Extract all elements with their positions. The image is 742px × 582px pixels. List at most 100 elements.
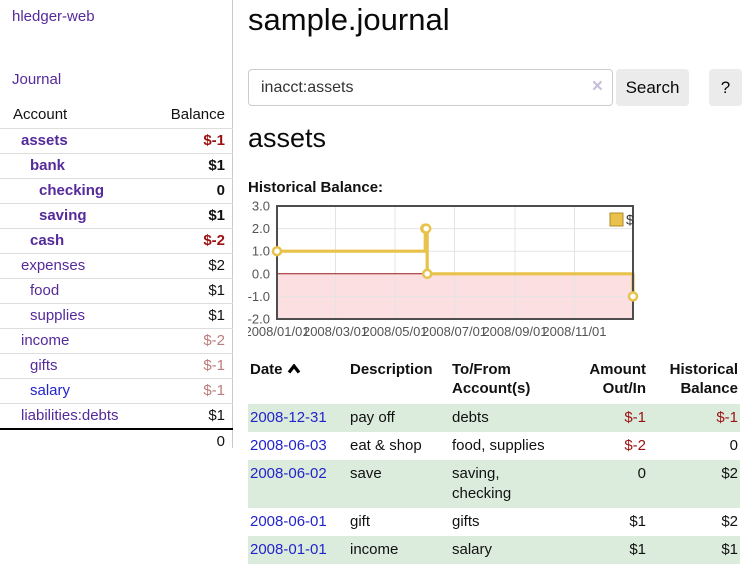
main-content: sample.journal × Search ? assets Histori… <box>244 0 742 582</box>
sidebar-account-link-supplies[interactable]: supplies <box>30 307 86 324</box>
transaction-date-link[interactable]: 2008-06-02 <box>250 465 327 482</box>
search-group: × <box>248 69 613 106</box>
account-balance: $1 <box>208 307 225 324</box>
search-input[interactable] <box>248 69 613 106</box>
accounts-total-spacer <box>0 429 140 454</box>
transaction-amount: $-1 <box>624 409 646 426</box>
accounts-total-row: 0 <box>0 429 233 454</box>
clear-search-icon[interactable]: × <box>591 76 603 97</box>
svg-text:0.0: 0.0 <box>252 266 270 281</box>
transaction-balance: $2 <box>721 513 738 530</box>
sidebar-account-link-checking[interactable]: checking <box>39 182 105 199</box>
svg-text:2008/01/01: 2008/01/01 <box>248 324 310 339</box>
register-header-row: Date Description To/From Account(s) Amou… <box>248 358 740 404</box>
transaction-balance: $-1 <box>716 409 738 426</box>
register-header-date[interactable]: Date <box>248 358 348 404</box>
search-row: × Search ? <box>248 69 742 106</box>
search-button[interactable]: Search <box>616 69 689 106</box>
account-balance: $1 <box>208 407 225 424</box>
register-header-balance: Historical Balance <box>669 361 738 397</box>
accounts-table: Account Balance assets $-1 bank $1 checking 0… <box>0 102 233 454</box>
transaction-date-link[interactable]: 2008-06-01 <box>250 513 327 530</box>
transaction-amount: 0 <box>637 465 646 482</box>
account-balance: $1 <box>208 157 225 174</box>
account-row: salary $-1 <box>0 379 233 404</box>
svg-text:1.0: 1.0 <box>252 244 270 259</box>
transaction-date-link[interactable]: 2008-12-31 <box>250 409 327 426</box>
sidebar-account-link-gifts[interactable]: gifts <box>30 357 58 374</box>
register-row: 2008-06-01 gift gifts $1 $2 <box>248 508 740 536</box>
account-balance: 0 <box>216 182 225 199</box>
account-balance: $-1 <box>203 382 225 399</box>
svg-text:2008/03/01: 2008/03/01 <box>303 324 368 339</box>
transaction-balance: $2 <box>721 465 738 482</box>
transaction-description: pay off <box>350 409 395 426</box>
account-row: supplies $1 <box>0 304 233 329</box>
chart-title: Historical Balance: <box>248 179 384 196</box>
account-balance: $-1 <box>203 132 225 149</box>
register-row: 2008-01-01 income salary $1 $1 <box>248 536 740 564</box>
register-header-accounts: To/From Account(s) <box>452 361 531 397</box>
transaction-date-link[interactable]: 2008-01-01 <box>250 541 327 558</box>
transaction-accounts: salary <box>452 541 493 558</box>
svg-text:3.0: 3.0 <box>252 200 270 214</box>
account-row: expenses $2 <box>0 254 233 279</box>
sidebar-account-link-cash[interactable]: cash <box>30 232 65 249</box>
transaction-amount: $-2 <box>624 437 646 454</box>
account-balance: $2 <box>208 257 225 274</box>
svg-text:$: $ <box>626 212 634 228</box>
account-row: income $-2 <box>0 329 233 354</box>
accounts-header-balance: Balance <box>170 106 225 123</box>
transaction-description: income <box>350 541 399 558</box>
account-row: gifts $-1 <box>0 354 233 379</box>
transaction-accounts: gifts <box>452 513 480 530</box>
svg-text:2008/11/01: 2008/11/01 <box>542 324 606 339</box>
svg-text:-1.0: -1.0 <box>248 289 270 304</box>
page-title: sample.journal <box>248 2 450 37</box>
transaction-date-link[interactable]: 2008-06-03 <box>250 437 327 454</box>
svg-text:2.0: 2.0 <box>252 221 270 236</box>
transaction-balance: $1 <box>721 541 738 558</box>
sidebar-item-journal[interactable]: Journal <box>12 71 62 88</box>
sidebar-account-link-salary[interactable]: salary <box>30 382 71 399</box>
register-row: 2008-06-02 save saving, checking 0 $2 <box>248 460 740 508</box>
svg-text:2008/07/01: 2008/07/01 <box>422 324 487 339</box>
account-balance: $1 <box>208 207 225 224</box>
sort-ascending-icon <box>287 360 301 379</box>
transaction-accounts: debts <box>452 409 489 426</box>
accounts-total-value: 0 <box>216 433 225 450</box>
account-row: food $1 <box>0 279 233 304</box>
transaction-amount: $1 <box>629 541 646 558</box>
register-row: 2008-12-31 pay off debts $-1 $-1 <box>248 404 740 432</box>
svg-text:2008/05/01: 2008/05/01 <box>362 324 427 339</box>
sidebar-account-link-liabilities-debts[interactable]: liabilities:debts <box>21 407 119 424</box>
account-row: cash $-2 <box>0 229 233 254</box>
account-balance: $-2 <box>203 232 225 249</box>
accounts-header-account: Account <box>13 106 68 123</box>
account-row: liabilities:debts $1 <box>0 404 233 429</box>
transaction-accounts: food, supplies <box>452 437 545 454</box>
account-balance: $1 <box>208 282 225 299</box>
transaction-balance: 0 <box>729 437 738 454</box>
sidebar-account-link-income[interactable]: income <box>21 332 70 349</box>
historical-balance-chart: 3.0 2.0 1.0 0.0 -1.0 -2.0 2008/01/01 2008/03/01… <box>244 199 742 345</box>
account-balance: $-1 <box>203 357 225 374</box>
sidebar-account-link-saving[interactable]: saving <box>39 207 87 224</box>
help-button[interactable]: ? <box>709 69 742 106</box>
sidebar-account-link-food[interactable]: food <box>30 282 60 299</box>
register-header-date-label: Date <box>250 361 283 378</box>
svg-text:2008/09/01: 2008/09/01 <box>482 324 547 339</box>
sidebar-account-link-assets[interactable]: assets <box>21 132 68 149</box>
transaction-description: eat & shop <box>350 437 422 454</box>
app-title: hledger-web <box>12 8 95 25</box>
svg-text:-2.0: -2.0 <box>248 312 270 327</box>
register-header-amount: Amount Out/In <box>589 361 646 397</box>
register-table: Date Description To/From Account(s) Amou… <box>248 358 740 564</box>
register-row: 2008-06-03 eat & shop food, supplies $-2 0 <box>248 432 740 460</box>
transaction-amount: $1 <box>629 513 646 530</box>
account-row: saving $1 <box>0 204 233 229</box>
sidebar-account-link-bank[interactable]: bank <box>30 157 66 174</box>
sidebar-account-link-expenses[interactable]: expenses <box>21 257 86 274</box>
transaction-description: save <box>350 465 382 482</box>
